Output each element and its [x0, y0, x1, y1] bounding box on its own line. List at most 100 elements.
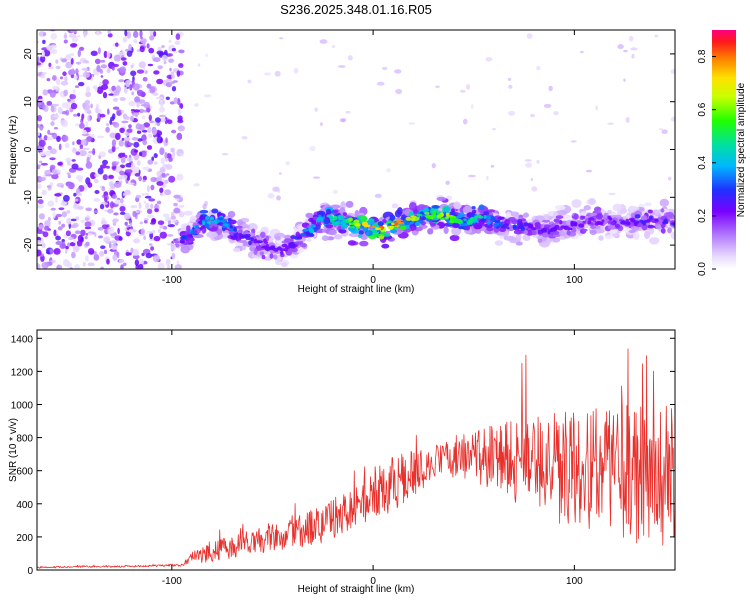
spectrogram-noise-cell — [149, 243, 153, 246]
spectrogram-noise-cell — [107, 30, 112, 34]
spectrogram-noise-cell — [586, 169, 592, 173]
spectrogram-noise-cell — [121, 138, 125, 141]
spectrogram-signal-cell — [598, 235, 604, 241]
spectrogram-signal-cell — [493, 223, 498, 228]
spectrogram-noise-cell — [50, 121, 55, 126]
spectrogram-noise-cell — [146, 230, 154, 234]
spectrogram-noise-cell — [107, 228, 115, 235]
spectrogram-noise-cell — [86, 156, 90, 164]
spectrogram-signal-cell — [245, 235, 252, 241]
spectrogram-noise-cell — [41, 72, 47, 75]
spectrogram-noise-cell — [101, 224, 108, 230]
spectrogram-noise-cell — [71, 159, 76, 162]
spectrogram-noise-cell — [95, 106, 99, 114]
spectrogram-noise-cell — [134, 96, 141, 103]
y-tick-label: 0 — [27, 566, 33, 577]
spectrogram-signal-cell — [644, 202, 652, 207]
spectrogram-noise-cell — [75, 123, 80, 127]
spectrogram-signal-cell — [375, 227, 382, 231]
spectrogram-noise-cell — [119, 211, 126, 215]
spectrogram-signal-cell — [383, 233, 391, 237]
spectrogram-signal-cell — [179, 240, 185, 244]
spectrogram-noise-cell — [129, 115, 135, 122]
spectrogram-noise-cell — [60, 185, 64, 188]
spectrogram-signal-cell — [659, 198, 669, 207]
spectrogram-noise-cell — [179, 103, 184, 109]
spectrogram-noise-cell — [94, 190, 100, 194]
spectrogram-noise-cell — [94, 173, 100, 178]
spectrogram-noise-cell — [85, 120, 89, 127]
spectrogram-signal-cell — [598, 221, 604, 226]
y-tick-label: 1000 — [11, 400, 34, 411]
spectrogram-noise-cell — [37, 263, 41, 269]
spectrogram-noise-cell — [113, 91, 120, 96]
spectrogram-signal-cell — [521, 218, 527, 222]
y-tick-label: 10 — [23, 96, 34, 108]
spectrogram-noise-cell — [82, 103, 91, 111]
spectrogram-noise-cell — [617, 44, 624, 50]
spectrogram-noise-cell — [122, 36, 128, 43]
spectrogram-signal-cell — [580, 215, 585, 219]
spectrogram-noise-cell — [55, 65, 61, 70]
spectrogram-signal-cell — [360, 215, 368, 223]
spectrogram-noise-cell — [119, 206, 126, 212]
spectrogram-noise-cell — [142, 175, 147, 181]
spectrogram-noise-cell — [102, 159, 108, 165]
spectrogram-signal-cell — [470, 212, 475, 217]
spectrogram-noise-cell — [40, 254, 45, 262]
spectrogram-signal-cell — [253, 250, 258, 256]
spectrogram-signal-cell — [236, 219, 244, 227]
spectrogram-noise-cell — [142, 76, 148, 82]
spectrogram-signal-cell — [233, 233, 238, 236]
spectrogram-noise-cell — [174, 264, 182, 269]
figure-title: S236.2025.348.01.16.R05 — [280, 2, 432, 17]
spectrogram-noise-cell — [73, 75, 78, 80]
spectrogram-noise-cell — [37, 240, 42, 244]
spectrogram-noise-cell — [466, 84, 471, 90]
spectrogram-signal-cell — [578, 223, 585, 228]
spectrogram-noise-cell — [130, 205, 138, 209]
spectrogram-noise-cell — [65, 157, 72, 163]
spectrogram-noise-cell — [153, 31, 157, 37]
spectrogram-signal-cell — [463, 218, 467, 222]
spectrogram-signal-cell — [340, 221, 346, 225]
spectrogram-noise-cell — [130, 64, 134, 69]
spectrogram-noise-cell — [100, 75, 104, 78]
spectrogram-noise-cell — [147, 63, 154, 67]
spectrogram-noise-cell — [625, 117, 630, 123]
spectrogram-noise-cell — [156, 96, 164, 100]
spectrogram-signal-cell — [552, 237, 561, 243]
spectrogram-noise-cell — [165, 137, 168, 144]
spectrogram-noise-cell — [37, 132, 40, 137]
spectrogram-signal-cell — [588, 217, 595, 221]
spectrogram-noise-cell — [119, 66, 127, 73]
spectrogram-noise-cell — [71, 68, 75, 75]
spectrogram-noise-cell — [121, 120, 129, 124]
spectrogram-noise-cell — [408, 122, 415, 125]
spectrogram-noise-cell — [111, 139, 116, 147]
spectrogram-signal-cell — [449, 234, 460, 242]
spectrogram-noise-cell — [153, 70, 160, 75]
spectrogram-noise-cell — [37, 100, 45, 109]
spectrogram-noise-cell — [103, 249, 108, 255]
spectrogram-signal-cell — [186, 225, 191, 232]
spectrogram-signal-cell — [405, 216, 412, 221]
spectrogram-signal-cell — [543, 224, 552, 228]
spectrogram-noise-cell — [153, 235, 161, 242]
spectrogram-noise-cell — [109, 233, 118, 237]
spectrogram-signal-cell — [251, 242, 260, 247]
spectrogram-noise-cell — [123, 137, 131, 142]
spectrogram-noise-cell — [168, 175, 176, 183]
spectrogram-noise-cell — [38, 125, 44, 129]
spectrogram-signal-cell — [520, 226, 525, 231]
spectrogram-signal-cell — [360, 234, 368, 240]
spectrogram-noise-cell — [119, 127, 125, 133]
spectrogram-noise-cell — [267, 193, 275, 199]
spectrogram-signal-cell — [259, 251, 264, 256]
spectrogram-noise-cell — [536, 65, 541, 71]
x-tick-label: 0 — [370, 576, 376, 587]
spectrogram-noise-cell — [102, 174, 108, 181]
spectrogram-x-label: Height of straight line (km) — [298, 284, 415, 295]
spectrogram-signal-cell — [381, 243, 390, 249]
snr-series-line — [37, 348, 675, 569]
